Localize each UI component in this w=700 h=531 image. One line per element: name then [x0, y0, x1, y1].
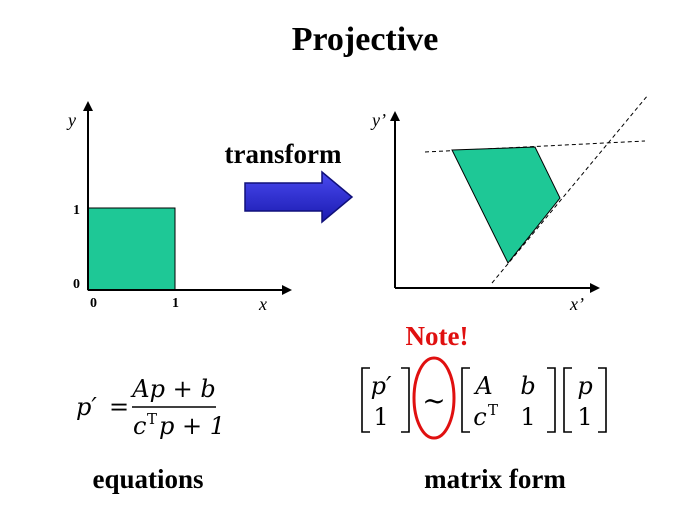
y-label: y’ — [370, 110, 386, 130]
matrix-superscript: T — [488, 401, 498, 419]
title: Projective — [292, 21, 439, 58]
matrix-entry: 1 — [373, 403, 388, 431]
bracket — [461, 367, 470, 433]
eq-denominator: c — [133, 412, 146, 440]
x-tick: 0 — [90, 296, 97, 311]
matrix-entry: 1 — [520, 403, 535, 431]
bracket — [547, 367, 556, 433]
eq-lhs: p′ — [76, 393, 97, 421]
y-tick: 1 — [73, 203, 80, 218]
bracket — [361, 367, 370, 433]
caption: matrix form — [424, 464, 566, 494]
x-label: x — [258, 294, 267, 314]
transform-arrow — [244, 170, 354, 224]
note-circle — [412, 356, 456, 440]
note: Note! — [406, 321, 469, 351]
bracket — [598, 367, 607, 433]
y-label: y — [66, 110, 76, 130]
y-tick: 0 — [73, 277, 80, 292]
matrix-entry: 1 — [577, 403, 592, 431]
eq-equals: = — [109, 393, 129, 421]
bracket — [563, 367, 572, 433]
bracket — [401, 367, 410, 433]
matrix-entry: p′ — [371, 372, 392, 400]
matrix-entry: p — [577, 372, 592, 400]
matrix-entry: c — [473, 403, 486, 431]
x-label: x’ — [569, 294, 584, 314]
unit-square — [87, 207, 176, 291]
eq-denominator: p + 1 — [159, 412, 225, 440]
eq-superscript: T — [147, 410, 157, 428]
dashed-line — [491, 94, 649, 284]
matrix-entry: A — [473, 372, 492, 400]
eq-numerator: Ap + b — [130, 375, 215, 403]
warped-quad — [451, 146, 561, 264]
x-tick: 1 — [172, 296, 179, 311]
matrix-entry: b — [520, 372, 535, 400]
relation: ~ — [422, 384, 445, 417]
caption: equations — [92, 464, 203, 494]
arrow-label: transform — [225, 139, 342, 169]
